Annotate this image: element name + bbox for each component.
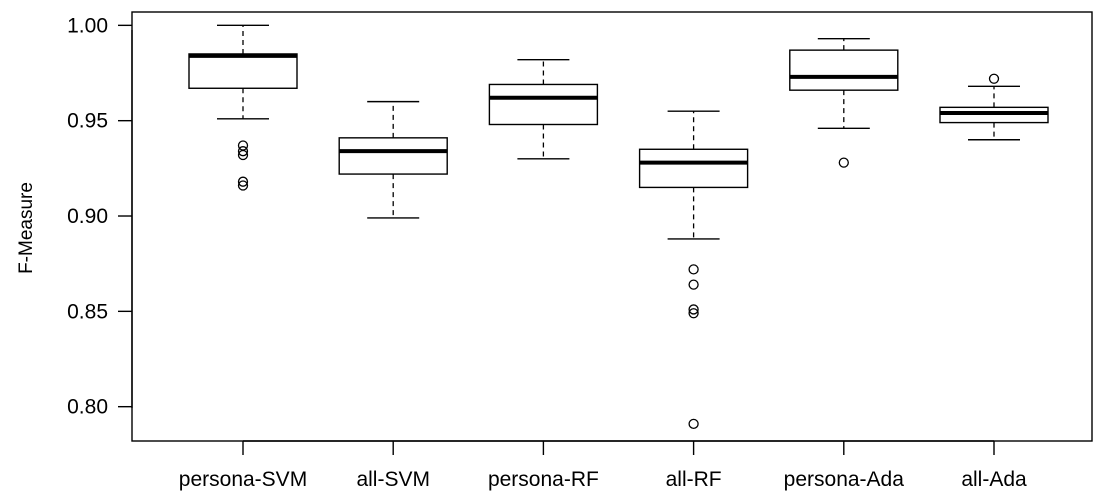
box-persona-Ada <box>789 37 899 168</box>
x-tick-label: persona-SVM <box>179 468 307 491</box>
iqr-box <box>188 53 298 89</box>
box-all-SVM <box>338 100 448 219</box>
outlier-point <box>688 418 699 429</box>
x-axis-ticks: persona-SVM all-SVM persona-RF all-RF person… <box>179 441 1027 491</box>
x-tick-label: persona-RF <box>488 468 599 491</box>
box-all-Ada <box>939 73 1049 141</box>
y-tick-label: 0.90 <box>67 205 108 228</box>
iqr-box <box>488 83 599 126</box>
y-axis-title: F-Measure <box>16 182 37 274</box>
outlier-point <box>688 264 699 275</box>
outlier-point <box>237 140 249 151</box>
outlier-point <box>688 304 699 315</box>
outlier-point <box>988 73 1000 84</box>
outlier-point <box>688 279 699 290</box>
y-axis-ticks: 0.80 0.85 0.90 0.95 1.00 <box>67 14 132 419</box>
iqr-box <box>638 148 749 189</box>
iqr-box <box>338 137 448 175</box>
x-tick-label: persona-Ada <box>784 468 905 491</box>
x-tick-label: all-RF <box>666 468 722 491</box>
outlier-point <box>237 176 249 187</box>
box-persona-RF <box>488 58 599 160</box>
outlier-point <box>688 308 699 319</box>
box-persona-SVM <box>188 24 298 191</box>
outlier-point <box>237 180 249 191</box>
y-tick-label: 1.00 <box>67 14 108 37</box>
x-tick-label: all-Ada <box>961 468 1027 491</box>
x-tick-label: all-SVM <box>356 468 430 491</box>
y-tick-label: 0.85 <box>67 300 108 323</box>
outlier-point <box>237 146 249 157</box>
iqr-box <box>789 49 899 91</box>
y-tick-label: 0.80 <box>67 396 108 419</box>
y-tick-label: 0.95 <box>67 110 108 133</box>
outlier-point <box>838 157 849 168</box>
boxes-group <box>188 24 1049 429</box>
box-all-RF <box>638 110 749 429</box>
